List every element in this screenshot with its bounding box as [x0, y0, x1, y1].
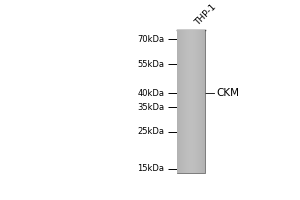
Text: 70kDa: 70kDa — [137, 35, 164, 44]
Text: CKM: CKM — [217, 88, 239, 98]
Text: 55kDa: 55kDa — [137, 60, 164, 69]
Bar — [178, 97, 204, 99]
Text: 25kDa: 25kDa — [137, 127, 164, 136]
Text: 35kDa: 35kDa — [137, 103, 164, 112]
Bar — [178, 90, 204, 96]
Bar — [177, 30, 205, 173]
Bar — [178, 91, 204, 93]
Text: 40kDa: 40kDa — [137, 89, 164, 98]
Text: THP-1: THP-1 — [193, 2, 218, 27]
Text: 15kDa: 15kDa — [137, 164, 164, 173]
